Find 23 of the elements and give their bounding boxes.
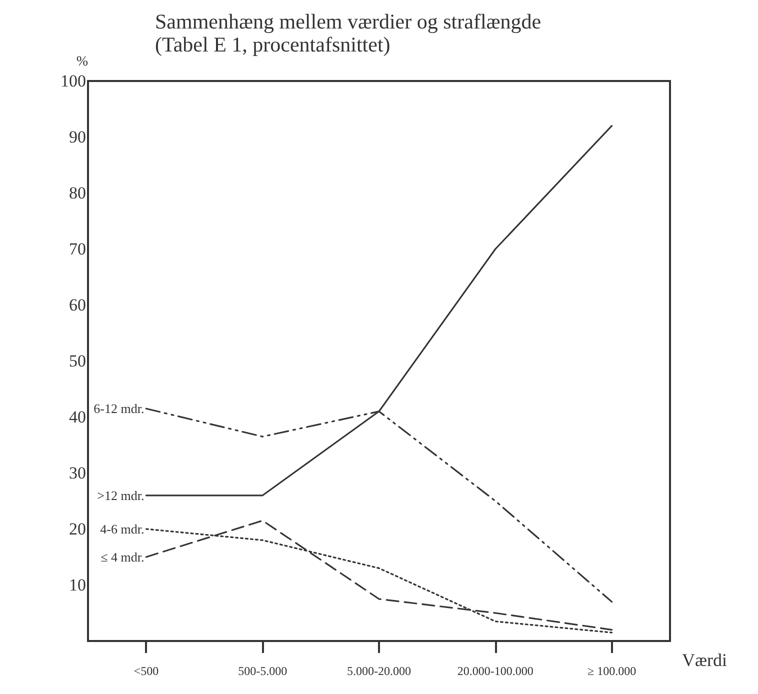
y-tick-label: 60 xyxy=(69,296,86,314)
y-tick-label: 40 xyxy=(69,408,86,426)
series-label: 4-6 mdr. xyxy=(100,522,144,536)
x-tick-label: 5.000-20.000 xyxy=(347,664,411,678)
x-axis-title: Værdi xyxy=(682,650,727,670)
x-tick-label: 500-5.000 xyxy=(238,664,288,678)
y-tick-label: 80 xyxy=(69,184,86,202)
y-tick-label: 50 xyxy=(69,352,86,370)
x-tick-label: <500 xyxy=(134,664,159,678)
series-label: ≤ 4 mdr. xyxy=(100,550,144,564)
y-tick-label: 90 xyxy=(69,128,86,146)
y-tick-label: 10 xyxy=(69,576,86,594)
series-label: >12 mdr. xyxy=(97,488,144,503)
chart-subtitle: (Tabel E 1, procentafsnittet) xyxy=(155,32,390,56)
x-tick-label: 20.000-100.000 xyxy=(457,664,534,678)
y-tick-label: 20 xyxy=(69,520,86,538)
y-tick-label: 100 xyxy=(60,72,86,90)
y-axis-title: % xyxy=(76,54,88,70)
x-tick-label: ≥ 100.000 xyxy=(588,664,636,678)
series-label: 6-12 mdr. xyxy=(94,401,144,416)
chart-title: Sammenhæng mellem værdier og straflængde xyxy=(155,10,542,34)
y-tick-label: 30 xyxy=(69,464,86,482)
y-tick-label: 70 xyxy=(69,240,86,258)
